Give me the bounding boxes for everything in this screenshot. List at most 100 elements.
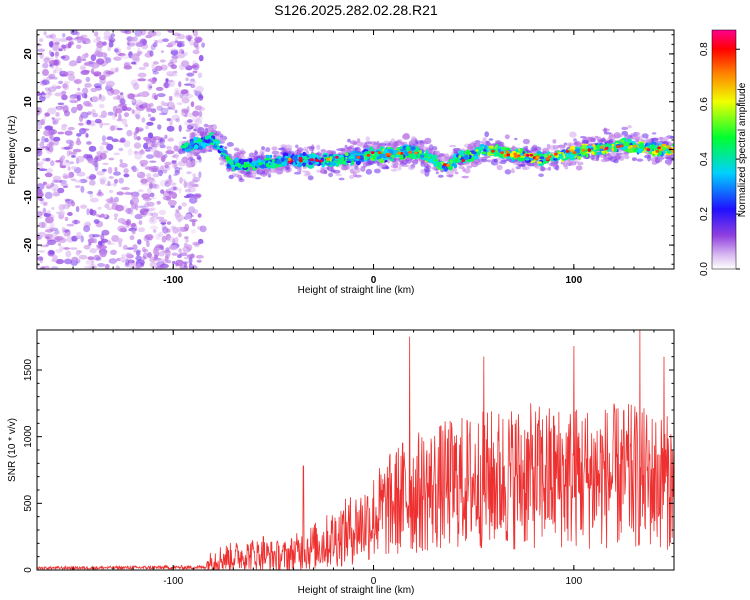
spectrogram-signal-cell: [351, 160, 355, 165]
spectrogram-noise-cell: [177, 254, 182, 259]
spectrogram-noise-cell: [45, 216, 54, 224]
spectrogram-noise-cell: [136, 136, 141, 141]
spectrogram-noise-cell: [155, 233, 161, 240]
spectrogram-noise-cell: [62, 175, 70, 179]
spectrogram-xlabel: Height of straight line (km): [298, 285, 415, 296]
spectrogram-noise-cell: [83, 100, 91, 107]
spectrogram-noise-cell: [152, 42, 158, 48]
spectrogram-signal-cell: [190, 140, 194, 146]
spectrogram-noise-cell: [179, 177, 183, 184]
spectrogram-noise-cell: [52, 69, 57, 74]
spectrogram-halo-cell: [323, 169, 328, 175]
spectrogram-noise-cell: [152, 229, 157, 233]
spectrogram-halo-cell: [288, 167, 292, 173]
spectrogram-peak-cell: [503, 154, 508, 158]
spectrogram-noise-cell: [51, 37, 61, 43]
spectrogram-signal-cell: [369, 153, 373, 158]
spectrogram-noise-cell: [158, 112, 168, 116]
spectrogram-noise-cell: [143, 235, 150, 242]
spectrogram-noise-cell: [198, 94, 204, 101]
spectrogram-noise-cell: [161, 235, 167, 243]
spectrogram-halo-cell: [316, 144, 321, 151]
spectrogram-halo-cell: [504, 169, 512, 175]
spectrogram-noise-cell: [55, 112, 60, 117]
spectrogram-noise-cell: [134, 113, 139, 118]
spectrogram-noise-cell: [126, 93, 134, 99]
spectrogram-peak-cell: [646, 148, 651, 152]
spectrogram-noise-cell: [127, 148, 133, 156]
spectrogram-halo-cell: [394, 140, 402, 147]
snr-ylabel: SNR (10 * v/v): [7, 418, 18, 482]
spectrogram-halo-cell: [348, 174, 355, 180]
spectrogram-noise-cell: [87, 256, 94, 261]
spectrogram-signal-cell: [649, 149, 652, 153]
spectrogram-peak-cell: [491, 149, 495, 153]
spectrogram-noise-cell: [48, 250, 55, 255]
spectrogram-noise-cell: [114, 111, 118, 117]
spectrogram-halo-cell: [186, 125, 191, 129]
colorbar-tick-label: 0.8: [699, 42, 710, 56]
spectrogram-halo-cell: [466, 165, 473, 169]
spectrogram-signal-cell: [518, 157, 526, 162]
spectrogram-noise-cell: [51, 232, 58, 239]
spectrogram-halo-cell: [499, 160, 507, 165]
spectrogram-noise-cell: [91, 95, 99, 103]
spectrogram-noise-cell: [53, 188, 57, 196]
spectrogram-noise-cell: [190, 229, 196, 234]
spectrogram-noise-cell: [104, 203, 110, 209]
spectrogram-noise-cell: [91, 62, 96, 71]
spectrogram-signal-cell: [309, 154, 314, 159]
spectrogram-noise-cell: [118, 147, 124, 152]
spectrogram-halo-cell: [423, 140, 429, 145]
spectrogram-noise-cell: [49, 33, 56, 39]
spectrogram-noise-cell: [63, 232, 68, 237]
spectrogram-noise-cell: [175, 118, 180, 123]
spectrogram-peak-cell: [525, 153, 530, 157]
spectrogram-noise-cell: [68, 74, 76, 81]
spectrogram-noise-cell: [71, 256, 79, 262]
spectrogram-noise-cell: [145, 149, 151, 152]
spectrogram-noise-cell: [162, 190, 172, 198]
spectrogram-halo-cell: [420, 169, 425, 174]
spectrogram-noise-cell: [69, 141, 75, 147]
spectrogram-noise-cell: [40, 265, 46, 269]
spectrogram-noise-cell: [184, 223, 190, 231]
spectrogram-halo-cell: [411, 136, 417, 140]
spectrogram-signal-cell: [536, 161, 542, 164]
spectrogram-noise-cell: [150, 207, 156, 212]
spectrogram-noise-cell: [192, 173, 197, 178]
spectrogram-peak-cell: [619, 144, 624, 148]
spectrogram-noise-cell: [77, 39, 82, 44]
spectrogram-signal-cell: [282, 152, 289, 157]
spectrogram-signal-cell: [471, 156, 475, 162]
spectrogram-noise-cell: [73, 78, 83, 85]
spectrogram-noise-cell: [172, 70, 178, 74]
spectrogram-noise-cell: [79, 178, 88, 184]
spectrogram-signal-cell: [577, 155, 582, 160]
spectrogram-signal-cell: [477, 147, 484, 150]
spectrogram-noise-cell: [130, 211, 134, 216]
spectrogram-signal-cell: [458, 155, 462, 159]
colorbar-label: Normalized spectral amplitude: [737, 82, 748, 217]
spectrogram-noise-cell: [52, 175, 62, 181]
spectrogram-halo-cell: [307, 175, 314, 181]
spectrogram-halo-cell: [569, 131, 577, 138]
spectrogram-noise-cell: [197, 213, 202, 218]
spectrogram-noise-cell: [85, 221, 91, 225]
spectrogram-noise-cell: [42, 115, 47, 122]
spectrogram-noise-cell: [138, 150, 145, 155]
spectrogram-halo-cell: [480, 140, 484, 144]
spectrogram-signal-cell: [568, 153, 575, 159]
spectrogram-noise-cell: [152, 247, 159, 255]
spectrogram-signal-cell: [487, 151, 491, 157]
spectrogram-noise-cell: [137, 172, 141, 176]
spectrogram-noise-cell: [125, 207, 134, 215]
spectrogram-noise-cell: [42, 202, 48, 207]
spectrogram-halo-cell: [412, 139, 416, 144]
spectrogram-noise-cell: [85, 40, 92, 44]
spectrogram-signal-cell: [376, 156, 382, 160]
spectrogram-halo-cell: [488, 138, 494, 141]
spectrogram-halo-cell: [347, 138, 351, 143]
spectrogram-noise-cell: [102, 57, 111, 62]
spectrogram-noise-cell: [135, 41, 145, 47]
